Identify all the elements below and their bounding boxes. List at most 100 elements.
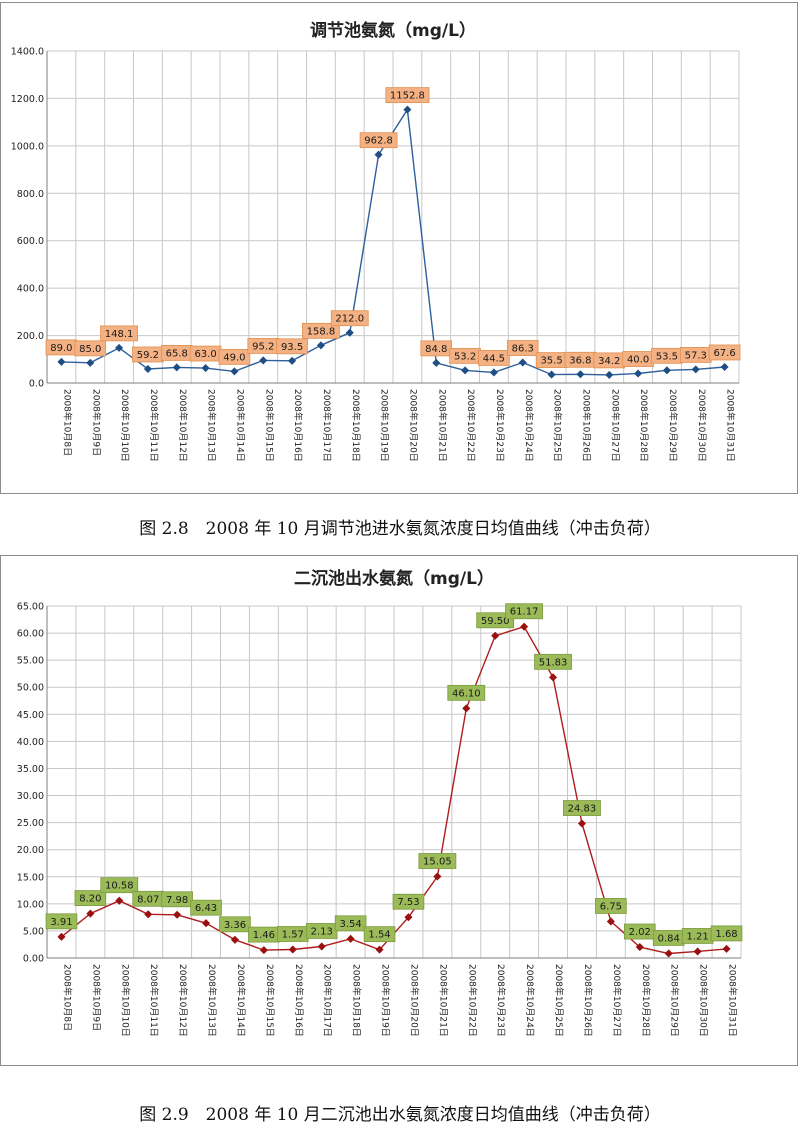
chart-1-data-label: 35.5 (540, 356, 562, 367)
chart-2-data-point (230, 935, 239, 944)
chart-svg-ammonia-secondary-clarifier: 二沉池出水氨氮（mg/L） 0.00 5.00 10.00 15.00 20.00 25.0… (17, 568, 743, 1037)
chart-2-data-label-box (476, 612, 515, 629)
chart-1-xtick-label: 2008年10月22日 (465, 389, 477, 462)
chart-1-xtick-label: 2008年10月10日 (119, 389, 131, 462)
chart-1-data-label-box (330, 310, 369, 327)
chart-2-data-label: 3.36 (224, 920, 246, 931)
chart-2-data-point (202, 919, 211, 928)
chart-2-data-label-box (100, 877, 139, 894)
chart-1-data-label: 67.6 (713, 348, 735, 359)
chart-1-xtick-label: 2008年10月26日 (580, 389, 592, 462)
chart-2-data-label-box (190, 899, 222, 916)
chart-1-xtick-label: 2008年10月29日 (667, 389, 679, 462)
chart-2-data-label-box (595, 898, 627, 914)
chart-1-data-label: 53.2 (454, 351, 476, 362)
chart-1-data-label-box (218, 348, 251, 365)
chart-1-xtick-label: 2008年10月15日 (263, 389, 275, 462)
chart-1-xtick-label: 2008年10月21日 (436, 389, 448, 462)
chart-2-xtick-label: 2008年10月20日 (408, 964, 420, 1037)
chart-1-data-point (576, 370, 585, 379)
chart-1-data-label: 40.0 (627, 355, 649, 366)
chart-1-data-point (316, 341, 325, 350)
chart-1-data-point (143, 364, 152, 373)
chart-2-data-label: 2.13 (311, 926, 333, 937)
chart-1-data-point (259, 356, 268, 365)
chart-1-data-point (605, 370, 614, 379)
chart-2-data-label: 0.84 (658, 933, 680, 944)
chart-2-xtick-label: 2008年10月10日 (119, 964, 131, 1037)
chart-1-xtick-label: 2008年10月20日 (407, 389, 419, 462)
chart-1-ytick-label: 1200.0 (11, 94, 44, 105)
chart-2-data-label: 8.20 (79, 894, 101, 905)
chart-2-xtick-label: 2008年10月14日 (235, 964, 247, 1037)
chart-2-xtick-label: 2008年10月30日 (698, 964, 710, 1037)
chart-1-data-point (115, 343, 124, 352)
chart-1-xtick-label: 2008年10月28日 (638, 389, 650, 462)
chart-2-data-point (288, 945, 297, 954)
chart-2-xtick-label: 2008年10月15日 (264, 964, 276, 1037)
chart-2-data-label: 1.46 (253, 930, 275, 941)
chart-2-ytick-label: 5.00 (23, 926, 44, 937)
chart-2-data-point (375, 945, 384, 954)
chart-2-data-label-box (534, 653, 572, 670)
chart-1-data-label: 49.0 (223, 352, 245, 363)
chart-2-xtick-label: 2008年10月13日 (206, 964, 218, 1037)
chart-2-ytick-label: 50.00 (17, 683, 44, 694)
chart-1-data-label-box (359, 132, 398, 149)
chart-1-data-label: 36.8 (569, 355, 591, 366)
chart-2-data-label: 24.83 (568, 804, 597, 815)
chart-ammonia-secondary-clarifier: 二沉池出水氨氮（mg/L） 0.00 5.00 10.00 15.00 20.00 25.0… (0, 555, 798, 1066)
chart-1-data-label: 85.0 (79, 344, 101, 355)
chart-2-xtick-label: 2008年10月22日 (466, 964, 478, 1037)
chart-2-data-label: 3.54 (339, 919, 361, 930)
chart-2-data-label: 1.57 (282, 929, 304, 940)
chart-2-ytick-label: 10.00 (17, 899, 44, 910)
chart-1-data-point (691, 365, 700, 374)
chart-2-ytick-label: 55.00 (17, 656, 44, 667)
chart-2-data-label: 1.21 (686, 931, 708, 942)
chart-2-xtick-label: 2008年10月31日 (727, 964, 739, 1037)
chart-1-data-point (86, 358, 95, 367)
chart-2-ytick-label: 35.00 (17, 764, 44, 775)
chart-2-xtick-label: 2008年10月18日 (351, 964, 363, 1037)
chart-2-data-label: 7.98 (166, 895, 188, 906)
chart-2-xtick-label: 2008年10月17日 (322, 964, 334, 1037)
chart-1-xtick-label: 2008年10月27日 (609, 389, 621, 462)
chart-1-xtick-label: 2008年10月23日 (494, 389, 506, 462)
chart-1-xtick-label: 2008年10月11日 (148, 389, 160, 462)
chart-2-data-label-box (334, 915, 367, 932)
chart-1-data-label-box (276, 338, 308, 355)
chart-2-data-point (491, 631, 500, 640)
chart-2-data-label-box (418, 853, 457, 869)
chart-2-data-label: 7.53 (397, 897, 419, 908)
chart-1-ytick-label: 0.0 (29, 379, 44, 390)
chart-1-data-point (403, 105, 412, 114)
chart-2-data-label: 3.91 (50, 917, 72, 928)
chart-2-data-point (577, 819, 586, 828)
figure-caption-2-9: 图 2.9 2008 年 10 月二沉池出水氨氮浓度日均值曲线（冲击负荷） (139, 1105, 661, 1125)
chart-2-data-label: 1.54 (368, 930, 390, 941)
chart-1-data-label: 86.3 (512, 344, 534, 355)
chart-1-data-label-box (302, 322, 340, 339)
chart-2-data-point (404, 913, 413, 922)
chart-2-data-label-box (363, 926, 396, 943)
chart-1-data-point (374, 150, 383, 159)
chart-2-data-label: 10.58 (105, 881, 134, 892)
chart-2-data-label-box (219, 916, 251, 933)
chart-2-data-point (346, 934, 355, 943)
chart-2-data-point (173, 910, 182, 919)
chart-1-data-label: 962.8 (364, 136, 393, 147)
chart-2-ytick-label: 25.00 (17, 818, 44, 829)
chart-1-xtick-label: 2008年10月30日 (696, 389, 708, 462)
chart-1-data-point (489, 368, 498, 377)
chart-2-data-label: 59.50 (481, 616, 510, 627)
chart-2-ytick-label: 0.00 (23, 954, 44, 965)
chart-1-ytick-label: 400.0 (17, 284, 44, 295)
chart-1-data-label: 84.8 (425, 344, 447, 355)
chart-1-data-label: 93.5 (281, 342, 303, 353)
chart-2-xtick-label: 2008年10月21日 (437, 964, 449, 1037)
chart-1-data-point (720, 362, 729, 371)
chart-1-data-label: 57.3 (685, 350, 707, 361)
chart-2-data-label: 8.07 (137, 894, 159, 905)
chart-2-data-label-box (161, 891, 193, 908)
